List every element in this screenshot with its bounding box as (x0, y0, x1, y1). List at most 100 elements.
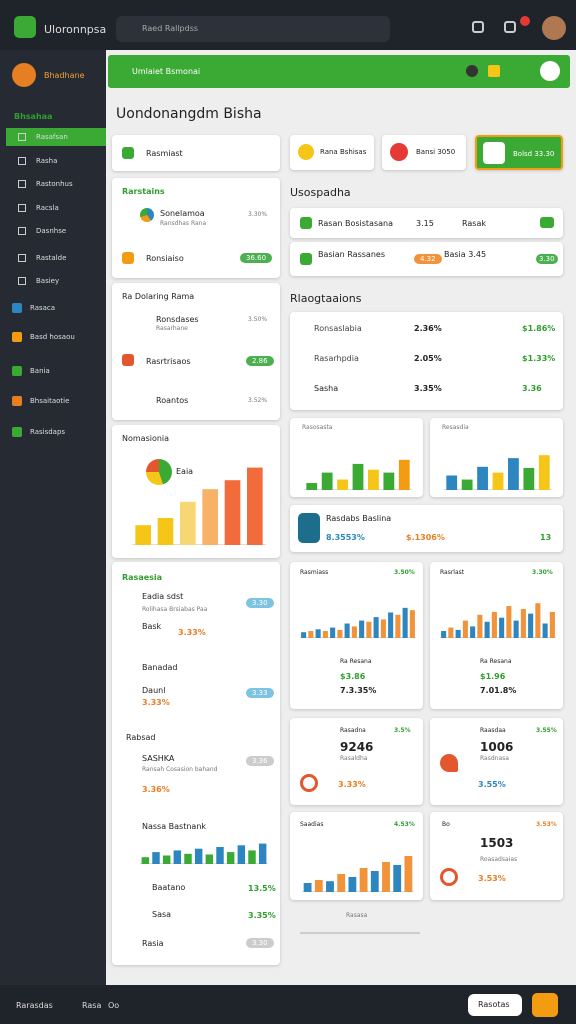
row-label: Sasa (152, 910, 172, 919)
value: 13 (540, 533, 552, 542)
big-number: 1006 (480, 740, 514, 754)
icon (300, 253, 312, 265)
icon (122, 252, 134, 264)
nav-group[interactable]: Basd hosaou (30, 333, 75, 341)
nav-group[interactable]: Bania (30, 367, 50, 375)
icon[interactable] (504, 21, 516, 33)
row-sub: Ransah Cosasion bahand (142, 766, 218, 773)
avatar (483, 142, 505, 164)
select[interactable]: Rasmiast (112, 135, 280, 171)
icon (540, 61, 560, 81)
row-sub: Rolihasa Brsiabas Paa (142, 606, 208, 613)
search[interactable]: Raed Rallpdss (116, 16, 390, 42)
avatar[interactable] (542, 16, 566, 40)
notification (520, 16, 530, 26)
brand: Uloronnpsa (44, 23, 107, 36)
toggle[interactable] (540, 217, 554, 228)
bar (535, 603, 541, 638)
table-cell: 3.36 (522, 384, 542, 393)
bar (237, 845, 246, 864)
action-button[interactable] (532, 993, 558, 1017)
bar (446, 475, 458, 490)
chart (132, 467, 266, 545)
card: Rasdabs Baslina 8.3553% $.1306% 13 (290, 505, 563, 552)
card-title: Rasaesia (122, 573, 163, 582)
icon (390, 143, 408, 161)
nav-item[interactable]: Rasha (36, 156, 58, 165)
bar (470, 626, 476, 638)
donut (146, 459, 172, 485)
card: Rasadna 3.5% 9246 Rasaldha 3.33% (290, 718, 423, 805)
nav-icon (18, 227, 26, 235)
bar (380, 619, 386, 638)
nav-item[interactable]: Basiey (36, 277, 60, 285)
nav-group[interactable]: Rasisdaps (30, 428, 66, 436)
kpi: Bansi 3050 (382, 135, 466, 170)
bar (352, 463, 364, 490)
bar (216, 847, 224, 864)
search-text: Raed Rallpdss (142, 24, 199, 33)
table-cell: Sasha (314, 384, 339, 393)
bar (395, 614, 401, 638)
kpi-label: Rana Bshisas (320, 148, 367, 156)
kpi-label: Bolsd 33.30 (513, 150, 555, 158)
card-value: 3.55% (478, 780, 506, 789)
chart (300, 607, 416, 638)
chart-title: Rasosasta (302, 424, 333, 431)
card: Ra Dolaring Rama Ronsdases Rasarhane 3.5… (112, 283, 280, 420)
icon (298, 513, 320, 543)
nav-item[interactable]: Rastonhus (36, 180, 73, 188)
bar (373, 617, 379, 638)
bar (528, 613, 534, 638)
row-value: 3.35% (248, 911, 276, 920)
slider[interactable] (300, 932, 420, 934)
card: Nomasionia Eaia (112, 425, 280, 558)
bar (306, 483, 318, 490)
nav-group[interactable]: Rasaca (30, 304, 56, 312)
bar (370, 871, 379, 892)
chart-card: Saadias 4.53% (290, 812, 423, 900)
row-label: Sonelamoa (160, 209, 205, 218)
bar (314, 880, 323, 892)
nav-group[interactable]: Bhsaitaotie (30, 397, 70, 405)
bar (448, 627, 454, 638)
nav-item[interactable]: Dasnhse (36, 227, 67, 235)
bar (359, 868, 368, 892)
bar (549, 611, 555, 638)
bar (344, 623, 350, 638)
avatar (466, 65, 478, 77)
bar (202, 489, 218, 545)
section-title: Rlaogtaaions (290, 292, 362, 305)
sidebar: Bhadhane Bhsahaa Rasafsan Rasha Rastonhus R… (0, 50, 106, 985)
nav-item[interactable]: Racsla (36, 203, 59, 212)
row-label: Rasan Bosistasana (318, 219, 393, 228)
card-title: Rarstains (122, 187, 165, 196)
row-label: Rasrtrisaos (146, 357, 191, 366)
bar (326, 881, 334, 892)
card-value: 3.5% (394, 727, 411, 734)
chart-card: Rasosasta (290, 418, 423, 497)
nav-item[interactable]: Rasafsan (36, 133, 68, 141)
bar (491, 611, 497, 638)
kpi: Bolsd 33.30 (475, 135, 563, 170)
footer-label: Rasasa (346, 912, 368, 919)
bar (247, 467, 263, 545)
value: $.1306% (406, 533, 445, 542)
badge: 3.33 (246, 688, 274, 698)
bar (506, 606, 512, 638)
icon[interactable] (472, 21, 484, 33)
bar (308, 631, 314, 638)
stat-value: 7.01.8% (480, 686, 517, 695)
bar (337, 629, 343, 638)
nav-item[interactable]: Rastalde (36, 253, 67, 262)
bar (368, 469, 379, 490)
row-label: Rasak (462, 219, 486, 228)
nav-icon (18, 180, 26, 188)
bar (388, 612, 394, 638)
nav-icon (12, 396, 22, 406)
table-cell: $1.33% (522, 354, 556, 363)
nav-icon (12, 427, 22, 437)
button[interactable]: Rasotas (468, 994, 522, 1016)
card-sub: Rasaldha (340, 755, 368, 762)
bar (398, 459, 410, 490)
